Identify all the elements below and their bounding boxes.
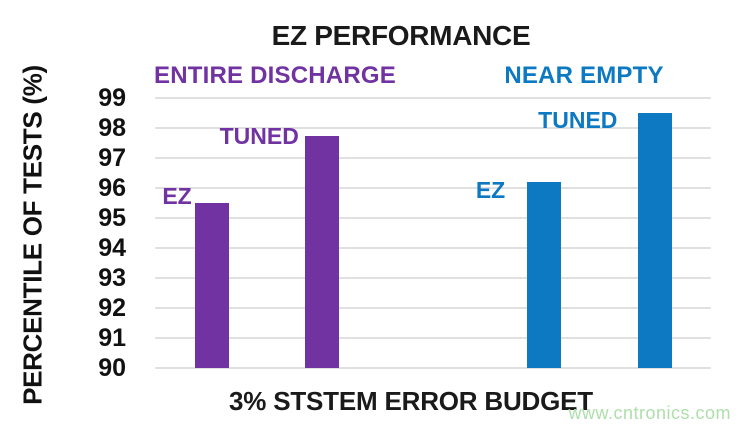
gridline-94 — [155, 247, 711, 249]
bar-data-label: EZ — [162, 183, 192, 209]
plot-area: EZ TUNED EZ TUNED — [155, 97, 711, 369]
y-tick-label: 93 — [98, 264, 126, 292]
gridline-91 — [155, 337, 711, 339]
gridline-97 — [155, 157, 711, 159]
y-tick-label: 95 — [98, 204, 126, 232]
x-axis-label: 3% STSTEM ERROR BUDGET — [229, 386, 593, 416]
y-tick-label: 94 — [98, 234, 126, 262]
gridline-93 — [155, 277, 711, 279]
y-axis-title: PERCENTILE OF TESTS (%) — [17, 65, 48, 405]
y-tick-label: 96 — [98, 174, 126, 202]
y-tick-label: 92 — [98, 294, 126, 322]
chart-title: EZ PERFORMANCE — [271, 20, 531, 51]
bar-data-label: TUNED — [538, 107, 618, 133]
y-tick-label: 97 — [98, 144, 126, 172]
bar-entire-discharge-ez — [194, 203, 229, 368]
y-tick-label: 91 — [98, 324, 126, 352]
bar-near-empty-ez — [527, 182, 562, 368]
gridline-96 — [155, 187, 711, 189]
bar-entire-discharge-tuned — [304, 135, 339, 368]
bar-data-label: TUNED — [219, 122, 299, 149]
group-label-entire-discharge: ENTIRE DISCHARGE — [154, 62, 396, 89]
y-tick-label: 98 — [98, 114, 126, 142]
y-tick-label: 90 — [98, 354, 126, 382]
bar-data-label: EZ — [475, 177, 506, 203]
gridline-99 — [155, 97, 711, 99]
gridline-98 — [155, 127, 711, 129]
gridline-95 — [155, 217, 711, 219]
bar-near-empty-tuned — [638, 113, 673, 368]
watermark: www.cntronics.com — [568, 403, 731, 423]
y-tick-label: 99 — [98, 84, 126, 112]
gridline-90 — [155, 367, 711, 369]
group-label-near-empty: NEAR EMPTY — [504, 62, 664, 89]
gridline-92 — [155, 307, 711, 309]
